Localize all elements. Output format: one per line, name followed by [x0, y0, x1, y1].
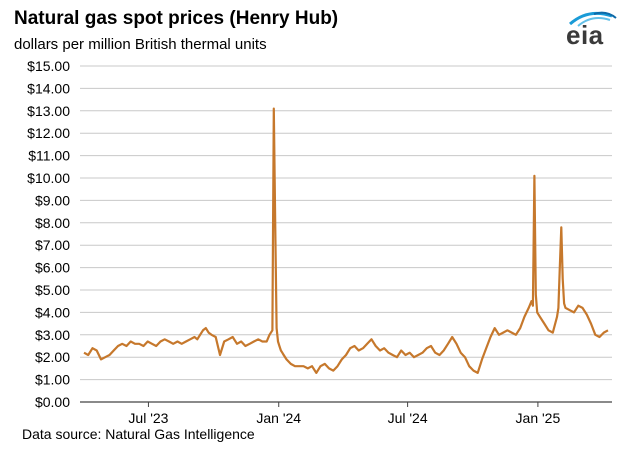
chart-subtitle: dollars per million British thermal unit… [14, 36, 267, 53]
price-series-line [83, 107, 609, 374]
eia-logo: eia [566, 10, 618, 50]
y-tick-label: $12.00 [27, 125, 70, 141]
logo-text: eia [566, 20, 604, 50]
x-axis: Jul '23 Jan '24 Jul '24 Jan '25 [128, 402, 560, 426]
y-tick-label: $14.00 [27, 80, 70, 96]
y-tick-label: $15.00 [27, 58, 70, 74]
y-tick-label: $4.00 [35, 304, 70, 320]
x-tick-label: Jul '23 [128, 410, 168, 426]
y-tick-label: $6.00 [35, 260, 70, 276]
y-tick-label: $7.00 [35, 237, 70, 253]
y-tick-label: $5.00 [35, 282, 70, 298]
y-axis: $0.00 $1.00 $2.00 $3.00 $4.00 $5.00 $6.00 $7.00… [27, 58, 70, 410]
y-tick-label: $1.00 [35, 372, 70, 388]
y-tick-label: $9.00 [35, 192, 70, 208]
y-tick-label: $2.00 [35, 349, 70, 365]
y-tick-label: $0.00 [35, 394, 70, 410]
y-tick-label: $8.00 [35, 215, 70, 231]
y-tick-label: $3.00 [35, 327, 70, 343]
y-tick-label: $10.00 [27, 170, 70, 186]
chart-grid [80, 65, 612, 403]
y-tick-label: $11.00 [28, 148, 70, 164]
source-note: Data source: Natural Gas Intelligence [22, 426, 255, 442]
x-tick-label: Jul '24 [388, 410, 428, 426]
x-tick-label: Jan '25 [516, 410, 561, 426]
x-tick-label: Jan '24 [256, 410, 301, 426]
y-tick-label: $13.00 [27, 103, 70, 119]
logo-swoosh-icon [569, 11, 617, 27]
chart-title: Natural gas spot prices (Henry Hub) [14, 8, 339, 29]
